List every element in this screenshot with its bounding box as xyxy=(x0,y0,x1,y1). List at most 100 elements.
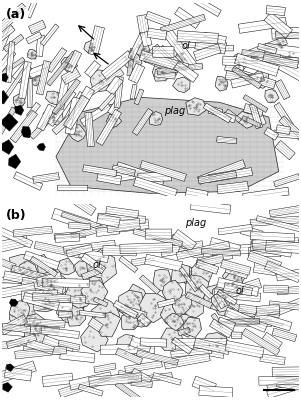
Polygon shape xyxy=(34,242,82,258)
Polygon shape xyxy=(274,174,300,187)
Polygon shape xyxy=(183,317,201,338)
Polygon shape xyxy=(250,239,293,257)
Polygon shape xyxy=(265,89,279,103)
Polygon shape xyxy=(61,212,101,229)
Polygon shape xyxy=(147,28,167,40)
Polygon shape xyxy=(140,293,169,323)
Polygon shape xyxy=(15,261,38,280)
Polygon shape xyxy=(119,256,138,272)
Polygon shape xyxy=(196,260,219,274)
Polygon shape xyxy=(69,222,91,230)
Polygon shape xyxy=(140,31,152,47)
Polygon shape xyxy=(157,63,203,74)
Polygon shape xyxy=(92,312,121,337)
Polygon shape xyxy=(152,60,173,81)
Polygon shape xyxy=(264,285,288,293)
Polygon shape xyxy=(24,254,57,288)
Polygon shape xyxy=(98,213,145,224)
Polygon shape xyxy=(160,14,206,33)
Polygon shape xyxy=(82,267,102,280)
Polygon shape xyxy=(52,115,73,135)
Polygon shape xyxy=(177,31,218,44)
Polygon shape xyxy=(198,171,237,184)
Polygon shape xyxy=(243,187,289,202)
Polygon shape xyxy=(22,292,60,311)
Polygon shape xyxy=(141,44,161,63)
Polygon shape xyxy=(163,29,199,72)
Polygon shape xyxy=(194,44,221,61)
Polygon shape xyxy=(204,284,230,311)
Polygon shape xyxy=(44,300,73,312)
Polygon shape xyxy=(113,169,141,182)
Polygon shape xyxy=(283,49,296,63)
Polygon shape xyxy=(85,112,94,147)
Polygon shape xyxy=(176,338,227,349)
Polygon shape xyxy=(38,275,61,295)
Polygon shape xyxy=(163,280,183,302)
Polygon shape xyxy=(26,102,41,118)
Polygon shape xyxy=(242,116,261,128)
Polygon shape xyxy=(10,110,38,143)
Polygon shape xyxy=(117,290,144,317)
Polygon shape xyxy=(263,296,301,321)
Polygon shape xyxy=(0,274,20,289)
Polygon shape xyxy=(58,311,73,318)
Polygon shape xyxy=(176,314,197,337)
Polygon shape xyxy=(36,270,66,299)
Polygon shape xyxy=(0,57,25,78)
Polygon shape xyxy=(233,316,272,326)
Polygon shape xyxy=(26,339,54,354)
Polygon shape xyxy=(21,277,64,294)
Polygon shape xyxy=(0,236,29,254)
Polygon shape xyxy=(89,373,142,386)
Polygon shape xyxy=(266,6,285,16)
Polygon shape xyxy=(60,350,95,363)
Polygon shape xyxy=(81,281,108,305)
Polygon shape xyxy=(65,279,95,308)
Polygon shape xyxy=(85,60,101,78)
Polygon shape xyxy=(1,73,8,82)
Polygon shape xyxy=(131,380,152,388)
Polygon shape xyxy=(178,247,204,259)
Polygon shape xyxy=(253,70,269,88)
Polygon shape xyxy=(179,266,199,286)
Polygon shape xyxy=(72,291,89,310)
Polygon shape xyxy=(174,40,198,48)
Polygon shape xyxy=(13,226,52,237)
Polygon shape xyxy=(197,254,224,268)
Polygon shape xyxy=(242,50,281,60)
Polygon shape xyxy=(23,251,60,270)
Polygon shape xyxy=(266,376,299,390)
Polygon shape xyxy=(153,47,174,57)
Polygon shape xyxy=(160,241,203,257)
Polygon shape xyxy=(197,160,246,184)
Polygon shape xyxy=(134,89,144,105)
Polygon shape xyxy=(134,308,154,327)
Polygon shape xyxy=(56,97,279,193)
Polygon shape xyxy=(29,107,61,139)
Polygon shape xyxy=(9,299,18,306)
Polygon shape xyxy=(144,254,182,272)
Polygon shape xyxy=(199,284,214,299)
Polygon shape xyxy=(194,338,230,354)
Polygon shape xyxy=(199,386,233,397)
Polygon shape xyxy=(191,200,231,214)
Polygon shape xyxy=(27,74,41,86)
Polygon shape xyxy=(91,70,111,92)
Polygon shape xyxy=(250,232,295,242)
Polygon shape xyxy=(106,206,139,218)
Polygon shape xyxy=(94,363,116,373)
Polygon shape xyxy=(145,11,171,27)
Polygon shape xyxy=(93,297,108,307)
Polygon shape xyxy=(81,253,106,274)
Text: ol: ol xyxy=(235,286,244,296)
Polygon shape xyxy=(115,381,141,400)
Polygon shape xyxy=(9,301,36,331)
Polygon shape xyxy=(5,62,31,98)
Polygon shape xyxy=(0,91,8,104)
Polygon shape xyxy=(217,290,237,306)
Polygon shape xyxy=(23,346,60,354)
Polygon shape xyxy=(225,109,241,122)
Polygon shape xyxy=(185,292,213,308)
Polygon shape xyxy=(45,91,61,105)
